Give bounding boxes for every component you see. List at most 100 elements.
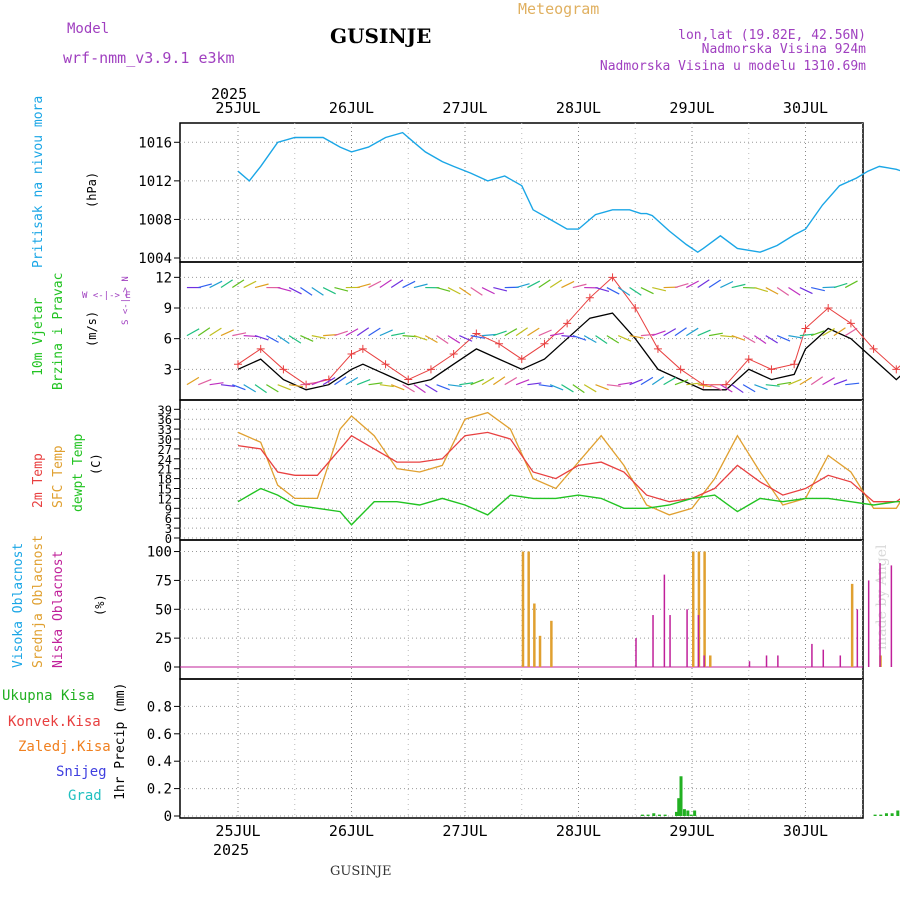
- wind-arrow-0-40: [641, 288, 654, 294]
- wind-arrow-2-1: [198, 379, 211, 384]
- cloud-bar-Niska-13: [857, 609, 859, 667]
- cloud-ylabel-low: Niska Oblacnost: [51, 551, 66, 668]
- wind-arrow-0-58: [845, 281, 857, 288]
- ytick-label-4-0: 0: [164, 809, 172, 825]
- wind-arrow-2-33: [561, 385, 573, 392]
- top-day-label-3: 28JUL: [556, 99, 601, 117]
- wind-arrow-1-30: [527, 328, 539, 335]
- top-day-label-5: 30JUL: [783, 99, 828, 117]
- gust-marker-18: [631, 304, 639, 312]
- station-title: GUSINJE: [330, 24, 431, 48]
- bottom-day-label-4: 29JUL: [669, 822, 714, 840]
- wind-arrow-0-17: [380, 280, 392, 288]
- wind-arrow-1-0: [187, 329, 199, 336]
- wind-arrow-0-47: [720, 282, 733, 288]
- gust-marker-7: [382, 360, 390, 368]
- cloud-bar-Niska-1: [652, 615, 654, 667]
- precip-bar-7: [680, 776, 683, 816]
- ytick-label-0-2: 1012: [138, 174, 172, 190]
- cloud-bar-Niska-7: [749, 661, 751, 667]
- wind-arrow-1-24: [459, 336, 472, 342]
- wind-arrow-1-35: [584, 336, 596, 343]
- wind-units: (m/s): [85, 311, 99, 347]
- product-title: Meteogram: [518, 0, 599, 18]
- wind-arrow-2-40: [641, 377, 653, 384]
- dewpoint-line: [238, 489, 900, 525]
- top-day-label-2: 27JUL: [442, 99, 487, 117]
- precip-bar-12: [874, 815, 877, 816]
- gust-marker-9: [427, 365, 435, 373]
- cloud-bar-Niska-9: [777, 655, 779, 667]
- precip-ylabel-strat: Zaledj.Kisa: [18, 739, 111, 755]
- wind-arrow-2-36: [596, 385, 609, 390]
- wind-arrow-1-43: [675, 328, 687, 336]
- wind-arrow-2-7: [266, 385, 278, 392]
- wind-arrow-2-4: [232, 385, 245, 390]
- cloud-bar-Niska-11: [823, 650, 825, 667]
- precip-bar-2: [652, 813, 655, 816]
- wind-arrow-1-29: [516, 328, 528, 336]
- wind-arrow-2-21: [425, 385, 437, 392]
- wind-arrow-2-41: [652, 377, 664, 385]
- wind-arrow-2-25: [471, 379, 484, 384]
- ytick-label-3-2: 50: [155, 602, 172, 618]
- wind-arrow-1-23: [448, 336, 460, 343]
- wind-arrow-2-22: [437, 385, 450, 390]
- wind-arrow-2-0: [187, 377, 199, 384]
- elevation-text: Nadmorska Visina 924m: [702, 42, 867, 57]
- wind-arrow-2-13: [334, 377, 346, 385]
- wind-arrow-0-5: [244, 281, 257, 287]
- wind-arrow-2-39: [630, 379, 643, 384]
- precip-units: 1hr Precip (mm): [113, 683, 128, 800]
- precip-ylabel-total: Ukupna Kisa: [2, 688, 95, 704]
- wind-arrow-0-45: [698, 280, 710, 288]
- temp-ylabel-sfc: SFC Temp: [51, 445, 66, 508]
- bottom-day-label-5: 30JUL: [783, 822, 828, 840]
- wind-arrow-0-32: [550, 280, 562, 288]
- wind-arrow-2-11: [312, 380, 325, 385]
- wind-arrow-1-48: [732, 336, 745, 341]
- precip-bar-3: [658, 815, 661, 816]
- temp-ylabel-dew: dewpt Temp: [71, 434, 86, 512]
- wind-arrow-1-36: [596, 336, 608, 344]
- cloud-bar-Srednja-1: [527, 552, 530, 667]
- wind-arrow-0-39: [630, 288, 642, 296]
- wind-arrow-2-32: [550, 385, 563, 390]
- wind-arrow-1-51: [766, 336, 778, 343]
- wind-arrow-1-15: [357, 328, 369, 336]
- ytick-label-4-1: 0.2: [147, 782, 172, 798]
- wind-arrow-1-41: [652, 331, 665, 336]
- ytick-label-4-3: 0.6: [147, 727, 172, 743]
- wind-arrow-1-45: [698, 330, 711, 336]
- ytick-label-3-4: 100: [147, 545, 172, 561]
- wind-arrow-2-35: [584, 385, 596, 392]
- wind-arrow-2-26: [482, 377, 494, 384]
- wind-arrow-0-12: [323, 288, 336, 294]
- cloud-bar-Srednja-2: [533, 604, 536, 668]
- wind-arrow-2-19: [403, 385, 415, 392]
- footer-station: GUSINJE: [330, 864, 391, 879]
- wind-arrow-0-52: [777, 288, 789, 296]
- gust-marker-6: [359, 345, 367, 353]
- wind-arrow-0-25: [471, 288, 483, 296]
- precip-bar-16: [896, 811, 899, 816]
- cloud-bar-Niska-3: [669, 615, 671, 667]
- wind-arrow-2-20: [414, 385, 426, 393]
- wind-arrow-0-26: [482, 288, 495, 294]
- wind-arrow-1-27: [493, 331, 506, 336]
- wind-speed-line: [238, 313, 900, 390]
- bottom-day-label-0: 25JUL: [215, 822, 260, 840]
- temp-units: (C): [89, 453, 103, 475]
- wind-arrow-2-28: [505, 378, 517, 385]
- ytick-label-0-0: 1004: [138, 251, 172, 267]
- temp2m-line: [238, 432, 900, 501]
- plot-layer: 25JUL25JUL26JUL26JUL27JUL27JUL28JUL28JUL…: [138, 99, 900, 840]
- wind-arrow-2-27: [493, 377, 505, 385]
- wind-arrow-0-10: [300, 288, 312, 296]
- wind-arrow-2-15: [357, 380, 370, 385]
- cloud-bar-Srednja-4: [550, 621, 553, 667]
- precip-bar-15: [891, 813, 894, 816]
- gust-marker-12: [495, 340, 503, 348]
- cloud-bar-Srednja-7: [703, 552, 706, 667]
